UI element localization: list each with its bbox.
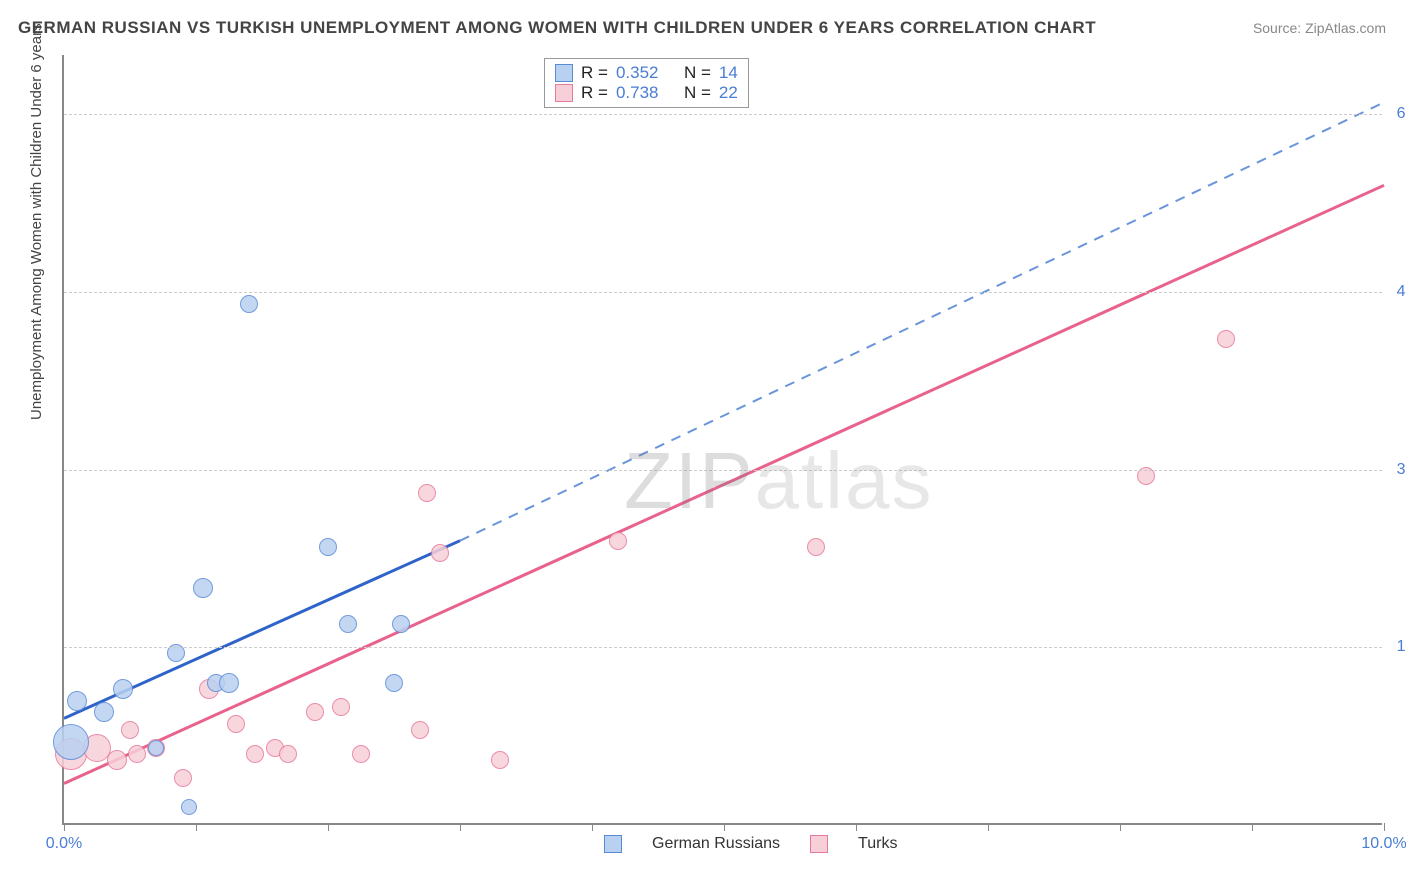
stats-row-turks: R = 0.738 N = 22 [555,83,738,103]
gridline [64,470,1382,471]
gridline [64,647,1382,648]
data-point-turks [246,745,264,763]
data-point-german-russians [240,295,258,313]
legend-swatch-turks [810,835,828,853]
data-point-german-russians [94,702,114,722]
n-value: 14 [719,63,738,83]
r-label: R = [581,63,608,83]
data-point-turks [352,745,370,763]
data-point-turks [279,745,297,763]
y-tick-label: 30.0% [1397,461,1406,479]
data-point-turks [418,484,436,502]
x-tick-mark [988,823,989,831]
data-point-turks [227,715,245,733]
y-tick-label: 45.0% [1397,283,1406,301]
r-value: 0.352 [616,63,659,83]
source-attribution: Source: ZipAtlas.com [1253,20,1386,36]
swatch-german-russians [555,64,573,82]
x-tick-mark [592,823,593,831]
data-point-turks [332,698,350,716]
x-tick-mark [1252,823,1253,831]
data-point-turks [609,532,627,550]
x-tick-mark [460,823,461,831]
n-value: 22 [719,83,738,103]
y-axis-label: Unemployment Among Women with Children U… [28,23,45,420]
data-point-turks [411,721,429,739]
stats-row-german-russians: R = 0.352 N = 14 [555,63,738,83]
x-tick-mark [196,823,197,831]
x-tick-mark [1384,823,1385,831]
gridline [64,292,1382,293]
x-tick-label: 0.0% [46,835,82,853]
legend-swatch-german-russians [604,835,622,853]
x-tick-mark [328,823,329,831]
gridline [64,114,1382,115]
chart-title: GERMAN RUSSIAN VS TURKISH UNEMPLOYMENT A… [18,18,1096,38]
data-point-turks [306,703,324,721]
data-point-turks [121,721,139,739]
data-point-german-russians [219,673,239,693]
x-tick-label: 10.0% [1361,835,1406,853]
data-point-turks [807,538,825,556]
data-point-german-russians [148,740,164,756]
legend-label-turks: Turks [858,835,897,853]
y-tick-label: 60.0% [1397,105,1406,123]
x-tick-mark [1120,823,1121,831]
plot-area: ZIPatlas R = 0.352 N = 14 R = 0.738 N = … [62,55,1382,825]
data-point-turks [128,745,146,763]
stats-legend: R = 0.352 N = 14 R = 0.738 N = 22 [544,58,749,108]
x-tick-mark [856,823,857,831]
data-point-turks [174,769,192,787]
data-point-turks [1217,330,1235,348]
data-point-turks [107,750,127,770]
data-point-german-russians [339,615,357,633]
data-point-turks [431,544,449,562]
r-label: R = [581,83,608,103]
data-point-german-russians [113,679,133,699]
legend-label-german-russians: German Russians [652,835,780,853]
n-label: N = [684,63,711,83]
y-tick-label: 15.0% [1397,638,1406,656]
data-point-german-russians [53,724,89,760]
swatch-turks [555,84,573,102]
data-point-german-russians [319,538,337,556]
n-label: N = [684,83,711,103]
data-point-german-russians [181,799,197,815]
data-point-german-russians [392,615,410,633]
x-tick-mark [64,823,65,831]
data-point-german-russians [193,578,213,598]
points-layer [64,55,1382,823]
data-point-german-russians [67,691,87,711]
r-value: 0.738 [616,83,659,103]
data-point-german-russians [385,674,403,692]
series-legend: German Russians Turks [604,835,897,853]
x-tick-mark [724,823,725,831]
data-point-turks [491,751,509,769]
